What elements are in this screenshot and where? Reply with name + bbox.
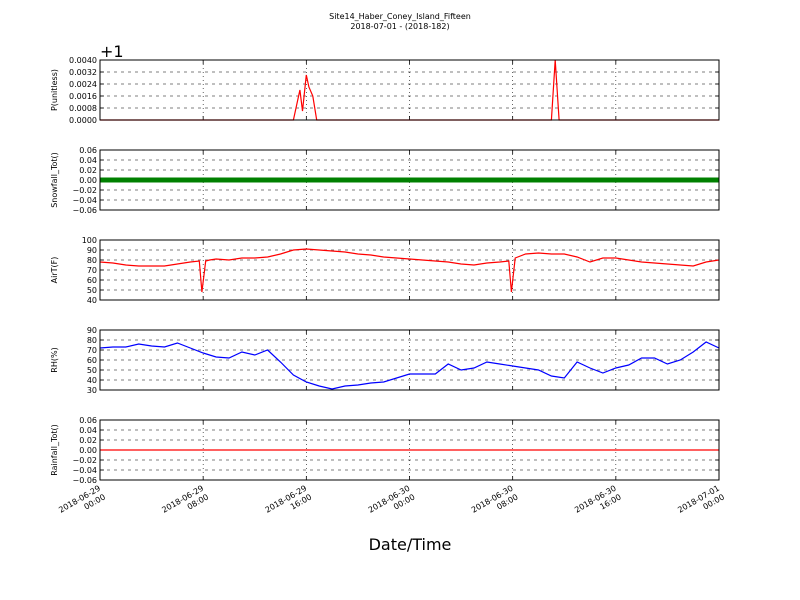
y-tick-label: 0.02 <box>79 436 97 445</box>
plot-frame <box>99 149 720 211</box>
y-tick-label: 90 <box>87 326 97 335</box>
y-tick-label: 0.0008 <box>69 104 97 113</box>
y-tick-label: 100 <box>82 236 97 245</box>
y-axis-label: P(unitless) <box>50 69 59 111</box>
panel-2: −0.06−0.04−0.020.000.020.040.06 Snowfall_… <box>50 146 720 215</box>
y-tick-label: −0.04 <box>72 196 97 205</box>
y-tick-label: 0.02 <box>79 166 97 175</box>
y-tick-label: 90 <box>87 246 97 255</box>
chart-title-line1: Site14_Haber_Coney_Island_Fifteen <box>329 12 471 21</box>
y-tick-label: 50 <box>87 366 97 375</box>
y-tick-label: 0.04 <box>79 426 97 435</box>
y-tick-label: 80 <box>87 336 97 345</box>
series-line <box>99 341 720 390</box>
y-tick-label: 70 <box>87 266 97 275</box>
panel-1: 0.0000 0.0008 0.0016 0.0024 0.0032 0.0040 P(un… <box>50 42 720 125</box>
y-tick-label: 0.06 <box>79 416 97 425</box>
series-line <box>99 248 720 293</box>
y-tick-label: −0.04 <box>72 466 97 475</box>
y-tick-label: 0.00 <box>79 176 97 185</box>
y-tick-label: 0.00 <box>79 446 97 455</box>
y-tick-label: 60 <box>87 276 97 285</box>
y-tick-label: 0.0040 <box>69 56 97 65</box>
y-axis-label: Snowfall_Tot() <box>50 152 59 208</box>
x-axis-label: Date/Time <box>369 535 452 554</box>
y-tick-label: 80 <box>87 256 97 265</box>
y-tick-label: 0.04 <box>79 156 97 165</box>
y-tick-label: −0.02 <box>72 456 97 465</box>
plot-frame <box>99 329 720 391</box>
plot-frame <box>99 419 720 481</box>
y-tick-label: 0.0024 <box>69 80 97 89</box>
y-tick-label: 0.0016 <box>69 92 97 101</box>
y-tick-label: 70 <box>87 346 97 355</box>
y-tick-label: −0.02 <box>72 186 97 195</box>
y-axis-label: AirT(F) <box>50 257 59 284</box>
y-tick-label: 0.06 <box>79 146 97 155</box>
y-tick-label: −0.06 <box>72 206 97 215</box>
y-tick-label: 0.0000 <box>69 116 97 125</box>
y-tick-label: 40 <box>87 296 97 305</box>
series-line <box>100 59 719 121</box>
y-tick-label: 60 <box>87 356 97 365</box>
chart-title-line2: 2018-07-01 - (2018-182) <box>350 22 449 31</box>
y-tick-label: 40 <box>87 376 97 385</box>
plot-frame <box>99 239 720 301</box>
y-axis-label: RH(%) <box>50 347 59 372</box>
y-tick-label: 30 <box>87 386 97 395</box>
plot-frame <box>99 59 720 121</box>
y-tick-label: −0.06 <box>72 476 97 485</box>
panels: 0.00000.00080.00160.00240.00320.0040P(un… <box>50 42 720 485</box>
panel-5: −0.06−0.04−0.020.000.020.040.06 Rainfall_… <box>50 416 720 485</box>
axis-offset-label: +1 <box>100 42 124 61</box>
y-axis-label: Rainfall_Tot() <box>50 424 59 476</box>
y-tick-label: 0.0032 <box>69 68 97 77</box>
y-tick-label: 50 <box>87 286 97 295</box>
